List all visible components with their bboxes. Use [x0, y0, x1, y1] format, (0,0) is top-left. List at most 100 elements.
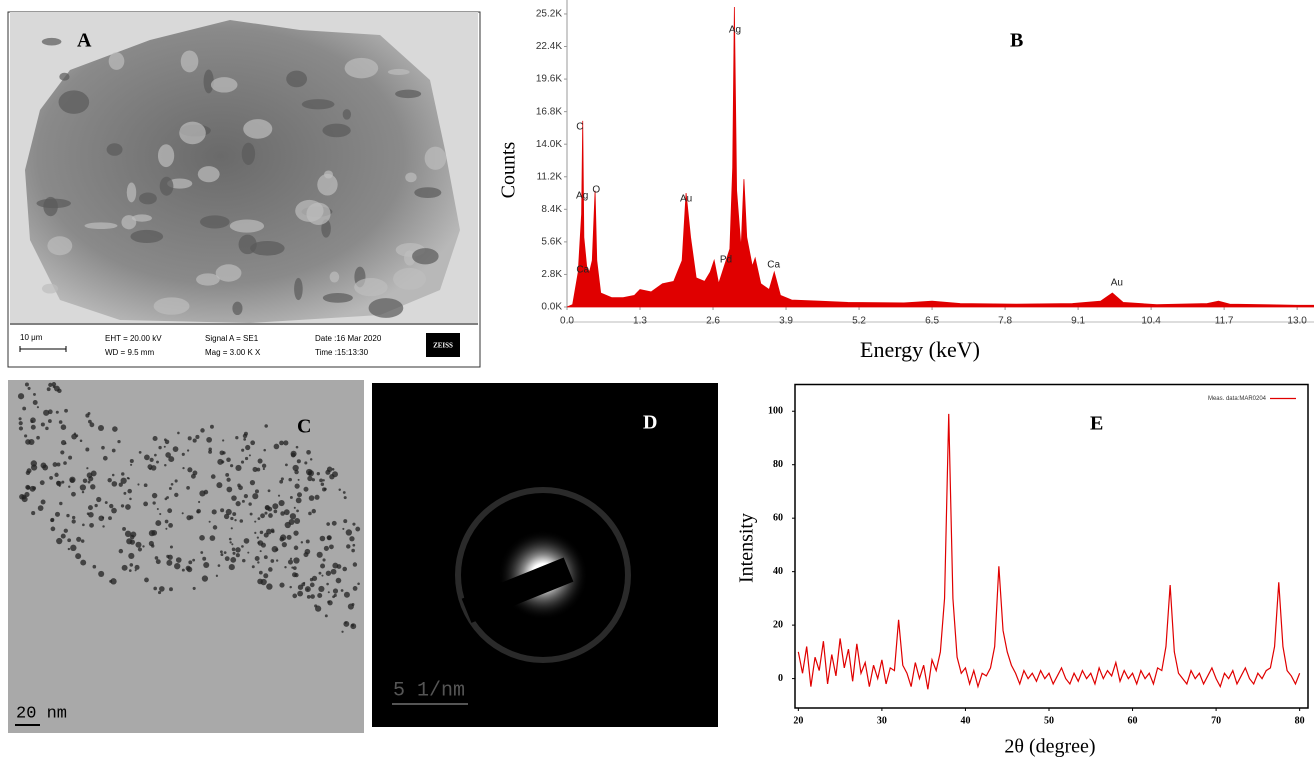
nanoparticle	[108, 516, 112, 521]
nanoparticle	[316, 471, 320, 476]
nanoparticle	[165, 452, 171, 458]
nanoparticle	[174, 563, 181, 570]
nanoparticle	[195, 434, 200, 440]
nanoparticle	[67, 538, 72, 543]
nanoparticle	[202, 556, 207, 561]
nanoparticle	[192, 558, 196, 562]
nanoparticle	[137, 547, 143, 552]
nanoparticle	[241, 499, 245, 503]
nanoparticle	[322, 558, 326, 562]
nanoparticle	[322, 487, 327, 492]
nanoparticle	[343, 591, 350, 598]
texture	[180, 50, 199, 73]
nanoparticle	[185, 565, 191, 571]
y-tick-label: 8.4K	[541, 204, 562, 215]
nanoparticle	[289, 495, 293, 499]
texture	[131, 214, 152, 222]
nanoparticle	[331, 520, 337, 526]
x-tick-label: 3.9	[779, 316, 793, 327]
nanoparticle	[321, 574, 324, 577]
nanoparticle	[182, 467, 185, 470]
nanoparticle	[280, 534, 287, 541]
nanoparticle	[55, 410, 59, 414]
nanoparticle	[349, 536, 355, 542]
texture	[47, 236, 73, 256]
nanoparticle	[332, 588, 339, 594]
nanoparticle	[24, 434, 28, 438]
nanoparticle	[306, 449, 311, 455]
nanoparticle	[212, 525, 218, 530]
nanoparticle	[270, 559, 275, 563]
nanoparticle	[234, 518, 237, 522]
nanoparticle	[343, 496, 347, 500]
nanoparticle	[228, 564, 235, 571]
texture	[159, 176, 174, 196]
nanoparticle	[87, 480, 91, 484]
nanoparticle	[306, 594, 311, 599]
nanoparticle	[284, 566, 287, 569]
y-axis-title: Counts	[498, 141, 520, 198]
nanoparticle	[167, 508, 173, 514]
nanoparticle	[129, 534, 135, 540]
nanoparticle	[63, 461, 67, 465]
y-tick-label: 25.2K	[536, 9, 562, 20]
texture	[203, 69, 214, 94]
nanoparticle	[175, 557, 182, 563]
nanoparticle	[320, 482, 325, 486]
nanoparticle	[240, 460, 245, 464]
beam-stop	[461, 557, 574, 623]
peak-label: C	[576, 122, 583, 133]
nanoparticle	[153, 586, 157, 591]
nanoparticle	[26, 468, 32, 474]
nanoparticle	[63, 528, 68, 533]
nanoparticle	[164, 439, 170, 445]
nanoparticle	[58, 420, 63, 424]
nanoparticle	[130, 463, 133, 466]
nanoparticle	[120, 477, 127, 484]
y-tick-label: 11.2K	[537, 171, 563, 182]
y-tick-label: 20	[773, 619, 783, 630]
nanoparticle	[254, 489, 259, 494]
nanoparticle	[158, 445, 162, 450]
nanoparticle	[75, 553, 82, 560]
y-axis-title: Intensity	[736, 513, 758, 583]
nanoparticle	[260, 578, 267, 586]
nanoparticle	[89, 422, 95, 428]
panel-label: E	[1090, 413, 1103, 435]
nanoparticle	[224, 556, 230, 562]
x-tick-label: 0.0	[560, 316, 574, 327]
nanoparticle	[262, 467, 265, 471]
nanoparticle	[256, 467, 261, 472]
nanoparticle	[164, 464, 167, 467]
nanoparticle	[143, 501, 149, 507]
nanoparticle	[315, 605, 322, 612]
nanoparticle	[300, 541, 304, 544]
nanoparticle	[181, 568, 185, 572]
nanoparticle	[186, 449, 190, 452]
nanoparticle	[245, 444, 251, 451]
nanoparticle	[208, 447, 212, 451]
nanoparticle	[199, 490, 206, 497]
nanoparticle	[39, 480, 45, 486]
nanoparticle	[335, 577, 342, 584]
x-tick-label: 50	[1044, 715, 1054, 726]
nanoparticle	[148, 540, 154, 547]
nanoparticle	[26, 485, 31, 490]
y-tick-label: 80	[773, 459, 783, 470]
nanoparticle	[46, 387, 51, 392]
nanoparticle	[111, 448, 116, 453]
nanoparticle	[268, 513, 273, 518]
nanoparticle	[166, 554, 170, 559]
x-tick-label: 80	[1295, 715, 1305, 726]
nanoparticle	[232, 512, 237, 517]
texture	[238, 234, 257, 255]
sem-info: Time :15:13:30	[315, 348, 369, 357]
nanoparticle	[303, 552, 309, 558]
nanoparticle	[98, 570, 105, 577]
nanoparticle	[351, 623, 354, 627]
nanoparticle	[137, 483, 140, 486]
sem-particle	[25, 20, 460, 323]
nanoparticle	[217, 458, 224, 465]
nanoparticle	[128, 569, 132, 572]
